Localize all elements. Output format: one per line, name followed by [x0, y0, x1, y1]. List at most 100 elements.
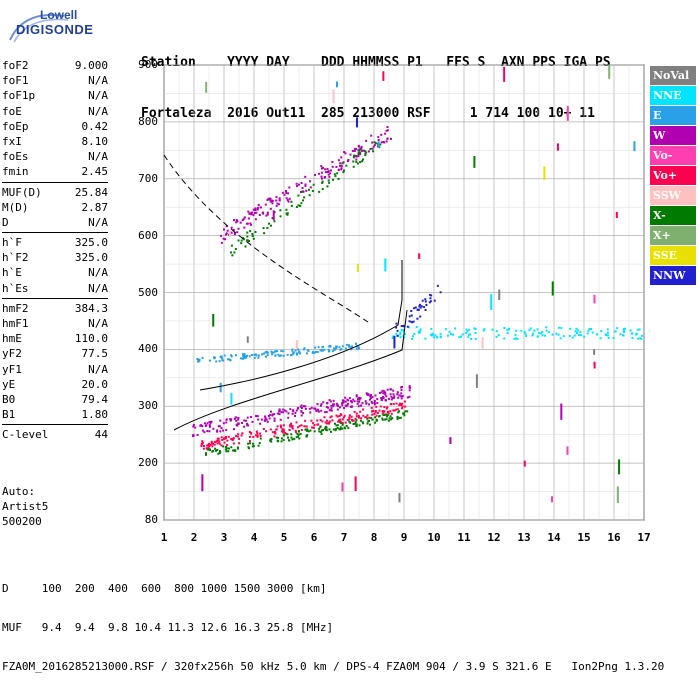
echo-dot	[297, 436, 299, 438]
echo-dot	[277, 440, 279, 442]
echo-dot	[383, 414, 385, 416]
echo-dot	[326, 185, 328, 187]
echo-dot	[326, 420, 328, 422]
echo-dot	[392, 337, 394, 339]
echo-dot	[328, 179, 330, 181]
echo-dot	[338, 159, 340, 161]
echo-dot	[340, 422, 342, 424]
echo-dot	[219, 420, 221, 422]
echo-dot	[386, 130, 388, 132]
echo-dot	[209, 426, 211, 428]
echo-dot	[330, 431, 332, 433]
echo-dot	[247, 211, 249, 213]
echo-dot	[321, 182, 323, 184]
echo-dot	[341, 167, 343, 169]
footer-distance-row: D 100 200 400 600 800 1000 1500 3000 [km…	[2, 582, 664, 595]
echo-dot	[608, 337, 610, 339]
echo-dot	[294, 412, 296, 414]
echo-dot	[302, 191, 304, 193]
legend-item: X-	[650, 206, 696, 225]
echo-dot	[546, 330, 548, 332]
echo-dot	[289, 408, 291, 410]
echo-dot	[202, 430, 204, 432]
echo-dot	[483, 328, 485, 330]
echo-dot	[579, 331, 581, 333]
legend-item: Vo-	[650, 146, 696, 165]
echo-dot	[380, 134, 382, 136]
echo-dot	[314, 424, 316, 426]
echo-dot	[243, 227, 245, 229]
echo-dot	[265, 204, 267, 206]
echo-dot	[335, 425, 337, 427]
echo-dot	[600, 330, 602, 332]
echo-dot	[300, 191, 302, 193]
param-value: 44	[95, 427, 108, 442]
echo-dot	[243, 426, 245, 428]
echo-dot	[214, 444, 216, 446]
echo-dot	[630, 329, 632, 331]
echo-dot	[348, 345, 350, 347]
echo-dot	[359, 161, 361, 163]
echo-dot	[404, 406, 406, 408]
echo-dot	[235, 221, 237, 223]
echo-dot	[361, 160, 363, 162]
param-name: foEp	[2, 119, 29, 134]
echo-dot	[255, 353, 257, 355]
echo-dot	[332, 350, 334, 352]
echo-dot	[324, 176, 326, 178]
echo-dot	[409, 389, 411, 391]
echo-dot	[286, 197, 288, 199]
echo-dot	[300, 202, 302, 204]
echo-dot	[366, 418, 368, 420]
echo-dot	[377, 412, 379, 414]
echo-dot	[507, 332, 509, 334]
param-value: N/A	[88, 316, 108, 331]
echo-dot	[563, 335, 565, 337]
echo-dot	[514, 334, 516, 336]
echo-dot	[208, 430, 210, 432]
echo-dot	[384, 393, 386, 395]
echo-dot	[371, 148, 373, 150]
echo-dot	[222, 430, 224, 432]
param-value: N/A	[88, 73, 108, 88]
echo-dot	[255, 212, 257, 214]
echo-dot	[282, 350, 284, 352]
echo-dot	[312, 352, 314, 354]
echo-dot	[300, 433, 302, 435]
echo-dot	[234, 450, 236, 452]
echo-dot	[321, 429, 323, 431]
echo-dot	[329, 172, 331, 174]
echo-dot	[454, 327, 456, 329]
echo-dot	[230, 446, 232, 448]
echo-dot	[399, 395, 401, 397]
echo-dot	[425, 309, 427, 311]
echo-dot	[267, 212, 269, 214]
echo-dot	[578, 334, 580, 336]
echo-dot	[205, 452, 207, 454]
echo-dot	[449, 331, 451, 333]
param-name: yE	[2, 377, 15, 392]
echo-dot	[320, 419, 322, 421]
echo-dot	[266, 199, 268, 201]
echo-dot	[272, 200, 274, 202]
echo-streak	[617, 486, 619, 503]
echo-dot	[235, 248, 237, 250]
echo-dot	[386, 140, 388, 142]
echo-dot	[367, 420, 369, 422]
echo-dot	[375, 142, 377, 144]
echo-dot	[400, 336, 402, 338]
echo-streak	[498, 290, 500, 300]
param-name: D	[2, 215, 9, 230]
echo-streak	[618, 459, 620, 474]
echo-streak	[557, 143, 559, 150]
echo-dot	[241, 432, 243, 434]
echo-dot	[192, 426, 194, 428]
echo-dot	[216, 431, 218, 433]
echo-dot	[276, 205, 278, 207]
echo-dot	[236, 231, 238, 233]
y-tick-label: 400	[136, 342, 158, 355]
echo-dot	[329, 346, 331, 348]
echo-dot	[219, 430, 221, 432]
echo-dot	[280, 426, 282, 428]
